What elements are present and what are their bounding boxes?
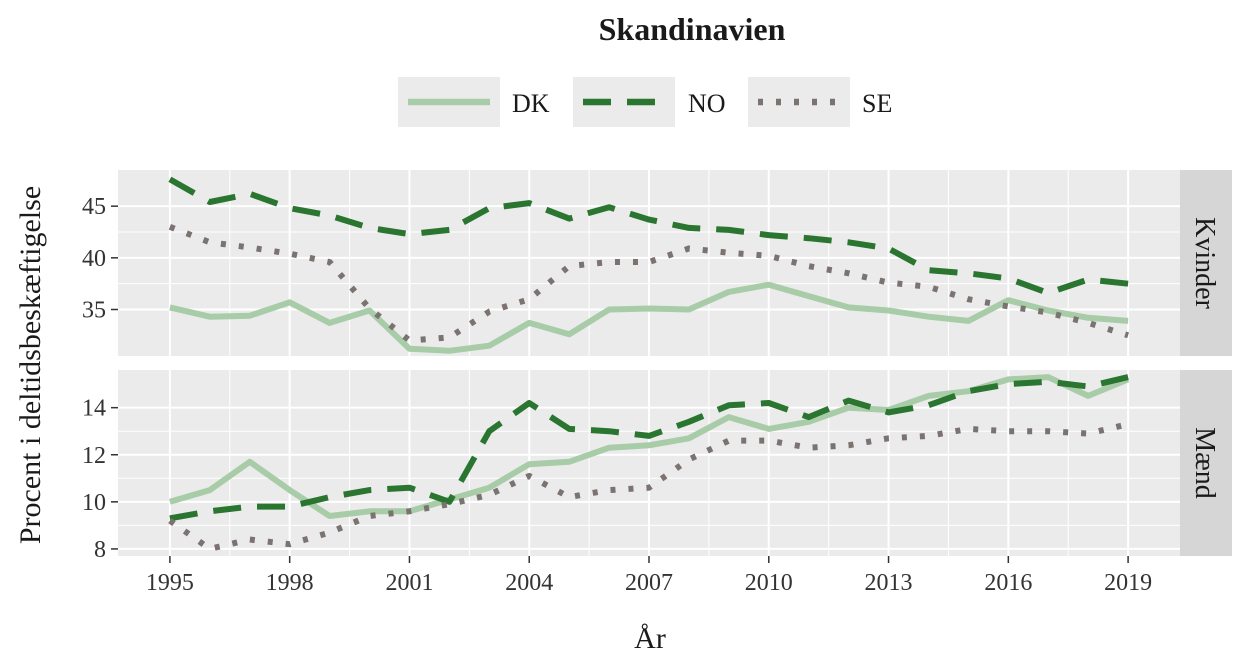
x-tick-label: 2004 — [505, 570, 553, 596]
y-tick-label: 40 — [82, 246, 106, 272]
strip-label-kvinder: Kvinder — [1189, 217, 1220, 309]
legend-label-se: SE — [862, 89, 892, 118]
y-tick-label: 35 — [82, 298, 106, 324]
series-line-se-m-nd — [168, 421, 1129, 552]
x-tick-label: 2007 — [625, 570, 673, 596]
x-tick-label: 1995 — [146, 570, 194, 596]
legend-item-no: NO — [573, 77, 726, 127]
panel-kvinder: 35 40 45 Kvinder — [82, 170, 1232, 356]
strip-background — [1180, 370, 1232, 556]
x-tick-label: 2019 — [1104, 570, 1152, 596]
series-line-no-m-nd — [169, 374, 1129, 522]
x-tick-label: 2010 — [745, 570, 793, 596]
y-tick-label: 14 — [82, 396, 106, 422]
y-tick-label: 45 — [82, 194, 106, 220]
series-line-dk-m-nd — [169, 374, 1130, 519]
strip-label-m-nd: Mænd — [1189, 427, 1220, 499]
y-tick-label: 12 — [82, 443, 106, 469]
x-tick-label: 2001 — [385, 570, 433, 596]
series-line-se-kvinder — [168, 224, 1129, 344]
x-axis: 1995 1998 2001 2004 2007 2010 2013 2016 2019 — [146, 556, 1152, 596]
chart-title: Skandinavien — [599, 11, 786, 47]
y-tick-label: 10 — [82, 490, 106, 516]
x-axis-title: År — [634, 622, 666, 655]
series-line-no-kvinder — [168, 176, 1129, 296]
legend-label-no: NO — [688, 89, 726, 118]
facet-panels: 35 40 45 Kvinder 8 10 12 14 Mænd — [82, 170, 1232, 563]
x-tick-label: 2016 — [984, 570, 1032, 596]
x-tick-label: 1998 — [266, 570, 314, 596]
legend: DK NO SE — [398, 77, 892, 127]
legend-label-dk: DK — [512, 89, 550, 118]
strip-background — [1180, 170, 1232, 356]
y-tick-label: 8 — [94, 537, 106, 563]
series-line-dk-kvinder — [169, 281, 1129, 354]
legend-item-se: SE — [748, 77, 892, 127]
legend-item-dk: DK — [398, 77, 550, 127]
y-axis-title: Procent i deltidsbeskæftigelse — [14, 186, 47, 544]
x-tick-label: 2013 — [865, 570, 913, 596]
panel-m-nd: 8 10 12 14 Mænd — [82, 370, 1232, 563]
